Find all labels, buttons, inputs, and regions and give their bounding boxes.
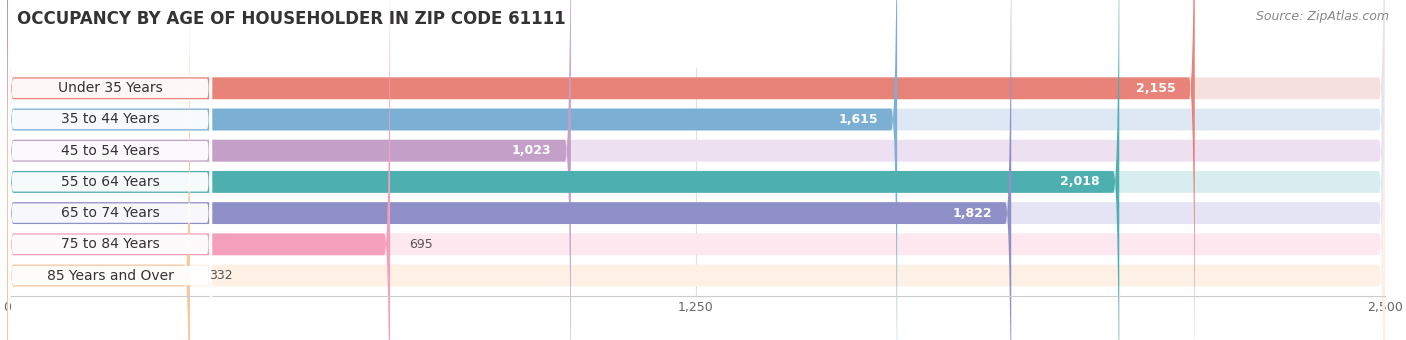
- Text: OCCUPANCY BY AGE OF HOUSEHOLDER IN ZIP CODE 61111: OCCUPANCY BY AGE OF HOUSEHOLDER IN ZIP C…: [17, 10, 565, 28]
- Text: 65 to 74 Years: 65 to 74 Years: [60, 206, 159, 220]
- FancyBboxPatch shape: [7, 0, 1011, 340]
- Text: 2,155: 2,155: [1136, 82, 1175, 95]
- FancyBboxPatch shape: [7, 0, 1385, 340]
- FancyBboxPatch shape: [8, 0, 212, 340]
- FancyBboxPatch shape: [8, 0, 212, 340]
- Text: 85 Years and Over: 85 Years and Over: [46, 269, 173, 283]
- FancyBboxPatch shape: [7, 0, 1385, 340]
- Text: 1,822: 1,822: [952, 207, 993, 220]
- FancyBboxPatch shape: [7, 0, 897, 340]
- Text: 1,615: 1,615: [838, 113, 877, 126]
- FancyBboxPatch shape: [8, 0, 212, 340]
- FancyBboxPatch shape: [8, 0, 212, 340]
- Text: 1,023: 1,023: [512, 144, 551, 157]
- FancyBboxPatch shape: [7, 0, 571, 340]
- Text: 75 to 84 Years: 75 to 84 Years: [60, 237, 159, 251]
- Text: 332: 332: [209, 269, 233, 282]
- Text: 695: 695: [409, 238, 433, 251]
- Text: 55 to 64 Years: 55 to 64 Years: [60, 175, 159, 189]
- Text: Source: ZipAtlas.com: Source: ZipAtlas.com: [1256, 10, 1389, 23]
- Text: 35 to 44 Years: 35 to 44 Years: [60, 113, 159, 126]
- FancyBboxPatch shape: [8, 0, 212, 340]
- FancyBboxPatch shape: [7, 0, 1385, 340]
- FancyBboxPatch shape: [8, 4, 212, 340]
- FancyBboxPatch shape: [7, 0, 1385, 340]
- FancyBboxPatch shape: [7, 0, 1385, 340]
- FancyBboxPatch shape: [7, 0, 1385, 340]
- FancyBboxPatch shape: [7, 0, 190, 340]
- FancyBboxPatch shape: [7, 0, 1385, 340]
- FancyBboxPatch shape: [7, 0, 1195, 340]
- Text: Under 35 Years: Under 35 Years: [58, 81, 163, 95]
- Text: 45 to 54 Years: 45 to 54 Years: [60, 144, 159, 158]
- FancyBboxPatch shape: [7, 0, 389, 340]
- FancyBboxPatch shape: [8, 0, 212, 340]
- Text: 2,018: 2,018: [1060, 175, 1099, 188]
- FancyBboxPatch shape: [7, 0, 1119, 340]
